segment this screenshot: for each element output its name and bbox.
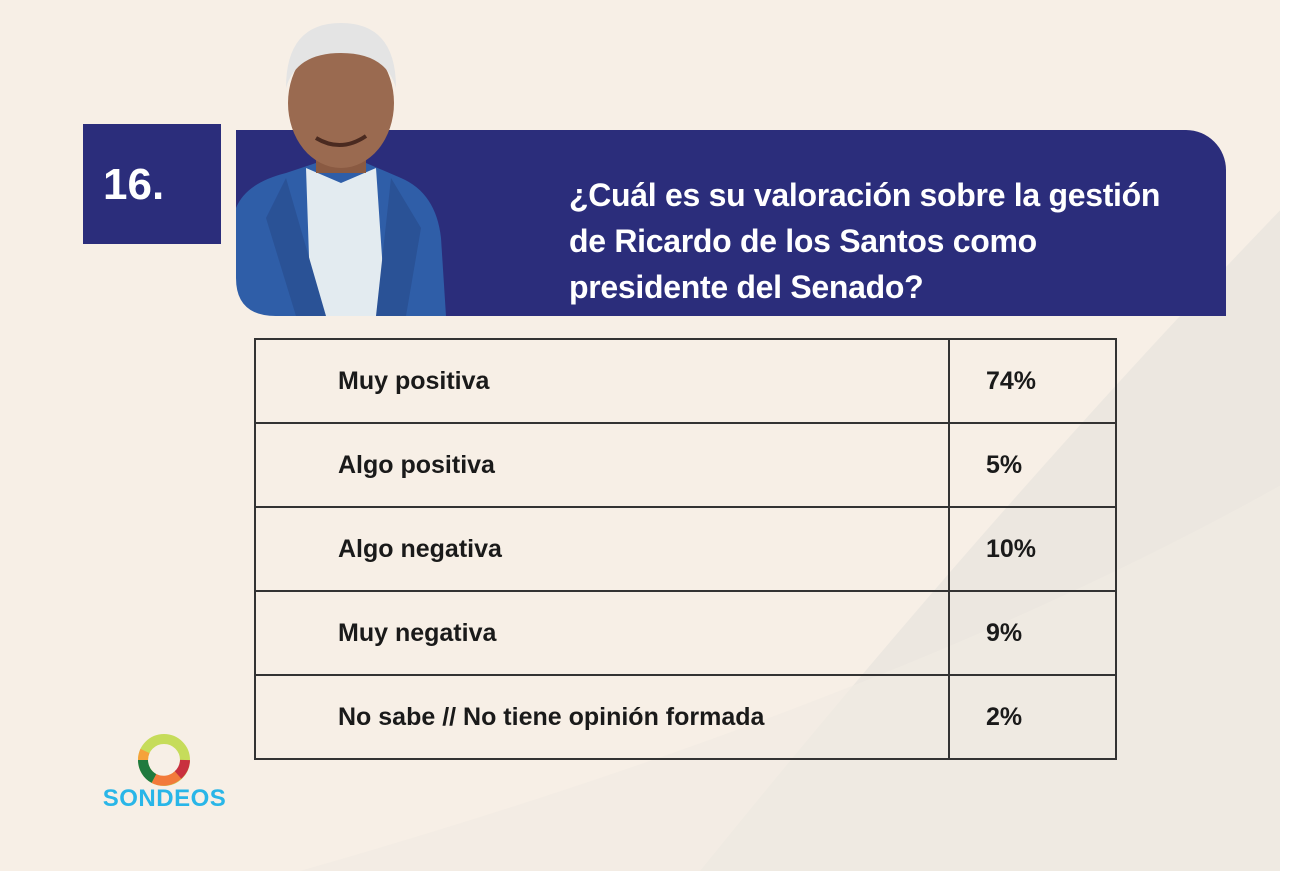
row-value: 2% bbox=[986, 702, 1023, 731]
question-text: ¿Cuál es su valoración sobre la gestión … bbox=[569, 177, 1161, 305]
person-photo bbox=[236, 23, 446, 316]
table-row: Algo negativa 10% bbox=[256, 508, 1115, 592]
row-label: No sabe // No tiene opinión formada bbox=[256, 676, 950, 758]
row-value: 5% bbox=[986, 450, 1023, 479]
table-row: Algo positiva 5% bbox=[256, 424, 1115, 508]
table-row: Muy positiva 74% bbox=[256, 340, 1115, 424]
table-row: No sabe // No tiene opinión formada 2% bbox=[256, 676, 1115, 760]
question-number: 16. bbox=[103, 160, 165, 209]
row-label: Algo positiva bbox=[256, 424, 950, 506]
sondeos-logo: SONDEOS bbox=[92, 733, 237, 813]
row-value: 10% bbox=[986, 534, 1037, 563]
results-table: Muy positiva 74% Algo positiva 5% Algo neg… bbox=[254, 338, 1117, 760]
row-label: Muy negativa bbox=[256, 592, 950, 674]
question-number-box: 16. bbox=[83, 124, 221, 244]
ring-logo-icon bbox=[137, 734, 190, 786]
row-label: Algo negativa bbox=[256, 508, 950, 590]
logo-text: SONDEOS bbox=[102, 785, 227, 812]
row-value: 9% bbox=[986, 618, 1023, 647]
table-row: Muy negativa 9% bbox=[256, 592, 1115, 676]
row-value: 74% bbox=[986, 366, 1037, 395]
row-label: Muy positiva bbox=[256, 340, 950, 422]
